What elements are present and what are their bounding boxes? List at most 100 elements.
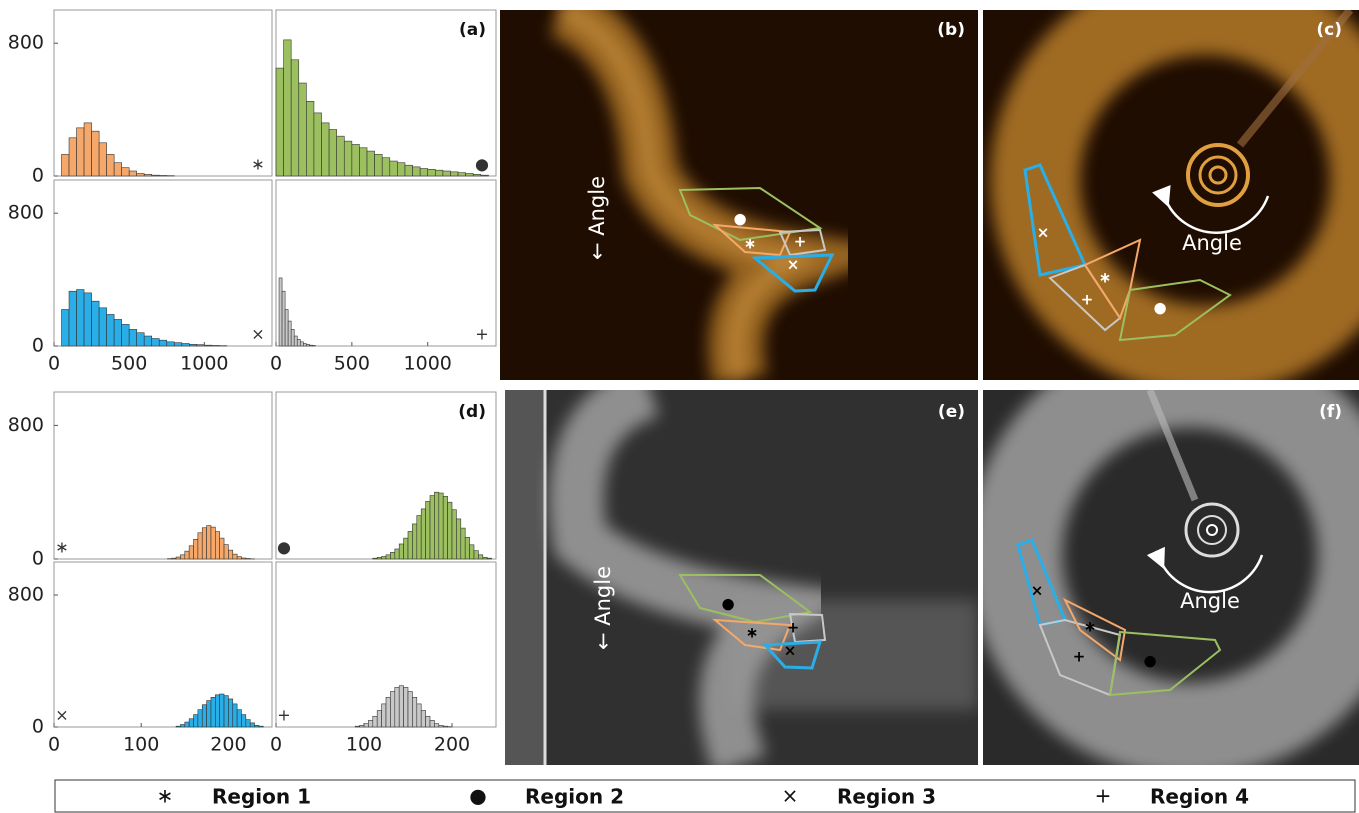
region-marker: × bbox=[1031, 582, 1044, 600]
bar bbox=[287, 320, 292, 347]
oct-image-f bbox=[983, 390, 1359, 765]
bar bbox=[215, 694, 220, 728]
bar bbox=[281, 290, 286, 347]
x-tick-label: 500 bbox=[334, 353, 370, 375]
bar bbox=[372, 557, 378, 560]
bar bbox=[189, 344, 198, 347]
bar bbox=[283, 39, 292, 177]
oct-image-e bbox=[505, 390, 978, 765]
region-marker: ∗ bbox=[1099, 269, 1112, 287]
bar bbox=[381, 703, 387, 728]
bar bbox=[429, 495, 435, 560]
oct-image-b bbox=[500, 10, 978, 380]
bar bbox=[68, 137, 77, 177]
region-marker: ∗ bbox=[746, 624, 759, 642]
bar bbox=[236, 556, 242, 560]
bar bbox=[372, 715, 378, 728]
bar bbox=[390, 691, 396, 728]
bar bbox=[427, 169, 436, 177]
bar bbox=[435, 169, 444, 177]
bar bbox=[197, 709, 203, 728]
bar bbox=[121, 167, 130, 177]
region-marker: × bbox=[1037, 224, 1050, 242]
y-tick-label: 800 bbox=[8, 414, 44, 436]
bar bbox=[419, 168, 429, 177]
legend: ∗ Region 1 ● Region 2 × Region 3 + Region 4 bbox=[157, 784, 1249, 809]
bar bbox=[151, 174, 160, 177]
bar bbox=[184, 550, 190, 560]
bar bbox=[193, 714, 199, 728]
bar bbox=[366, 150, 375, 177]
x-tick-label: 1000 bbox=[404, 353, 452, 375]
bar bbox=[425, 501, 431, 560]
bar bbox=[306, 344, 310, 347]
bar bbox=[188, 718, 194, 728]
angle-annotation: Angle bbox=[1182, 231, 1242, 255]
bar bbox=[98, 307, 107, 347]
region-marker: ● bbox=[721, 595, 734, 613]
bar bbox=[374, 154, 383, 177]
bar bbox=[143, 174, 153, 177]
bar bbox=[210, 696, 216, 728]
bar bbox=[83, 292, 92, 347]
x-tick-label: 500 bbox=[111, 353, 147, 375]
x-tick-label: 0 bbox=[270, 734, 282, 756]
x-tick-label: 1000 bbox=[180, 353, 228, 375]
bar bbox=[290, 329, 295, 347]
bar bbox=[407, 531, 413, 560]
bar bbox=[91, 130, 100, 177]
bar bbox=[299, 341, 304, 347]
bar bbox=[278, 277, 283, 347]
bar bbox=[241, 557, 247, 560]
legend-label: Region 4 bbox=[1150, 785, 1249, 809]
bar bbox=[184, 721, 190, 728]
bar bbox=[394, 687, 400, 728]
bar bbox=[442, 496, 448, 560]
bar bbox=[398, 685, 404, 728]
panel-label: (f) bbox=[1319, 402, 1342, 422]
bar bbox=[403, 537, 409, 560]
bar bbox=[215, 531, 220, 560]
bar bbox=[420, 710, 426, 728]
bar bbox=[166, 341, 175, 347]
bar bbox=[284, 309, 289, 347]
y-tick-label: 800 bbox=[8, 584, 44, 606]
bar bbox=[376, 710, 382, 728]
bar bbox=[460, 527, 466, 560]
bar bbox=[473, 550, 479, 560]
bar bbox=[143, 335, 153, 347]
bar bbox=[61, 154, 70, 177]
bar bbox=[228, 549, 234, 560]
bar bbox=[128, 170, 137, 177]
bar bbox=[128, 329, 137, 347]
region-marker: + bbox=[277, 706, 290, 725]
bar bbox=[354, 725, 360, 728]
bar bbox=[397, 162, 406, 177]
region-marker: + bbox=[475, 325, 488, 344]
bar bbox=[381, 556, 387, 560]
bar bbox=[351, 144, 360, 177]
bar bbox=[381, 157, 391, 177]
bar bbox=[442, 725, 448, 728]
bar bbox=[412, 696, 418, 728]
bar bbox=[416, 703, 422, 728]
panel-label: (d) bbox=[458, 402, 486, 422]
plot-area bbox=[53, 561, 273, 728]
region-marker: × bbox=[251, 325, 264, 344]
region-marker: ● bbox=[733, 210, 746, 228]
region-marker: ∗ bbox=[1084, 618, 1097, 636]
bar bbox=[254, 725, 260, 728]
bar bbox=[438, 725, 444, 728]
bar bbox=[469, 544, 475, 560]
bar bbox=[136, 173, 145, 177]
bar bbox=[394, 548, 400, 560]
bar bbox=[113, 319, 122, 347]
bar bbox=[232, 553, 238, 560]
bar bbox=[336, 135, 345, 177]
x-tick-label: 200 bbox=[210, 734, 246, 756]
legend-label: Region 1 bbox=[212, 785, 311, 809]
bar bbox=[113, 162, 122, 177]
x-tick-label: 0 bbox=[48, 734, 60, 756]
y-tick-label: 0 bbox=[32, 716, 44, 738]
bar bbox=[293, 335, 298, 347]
